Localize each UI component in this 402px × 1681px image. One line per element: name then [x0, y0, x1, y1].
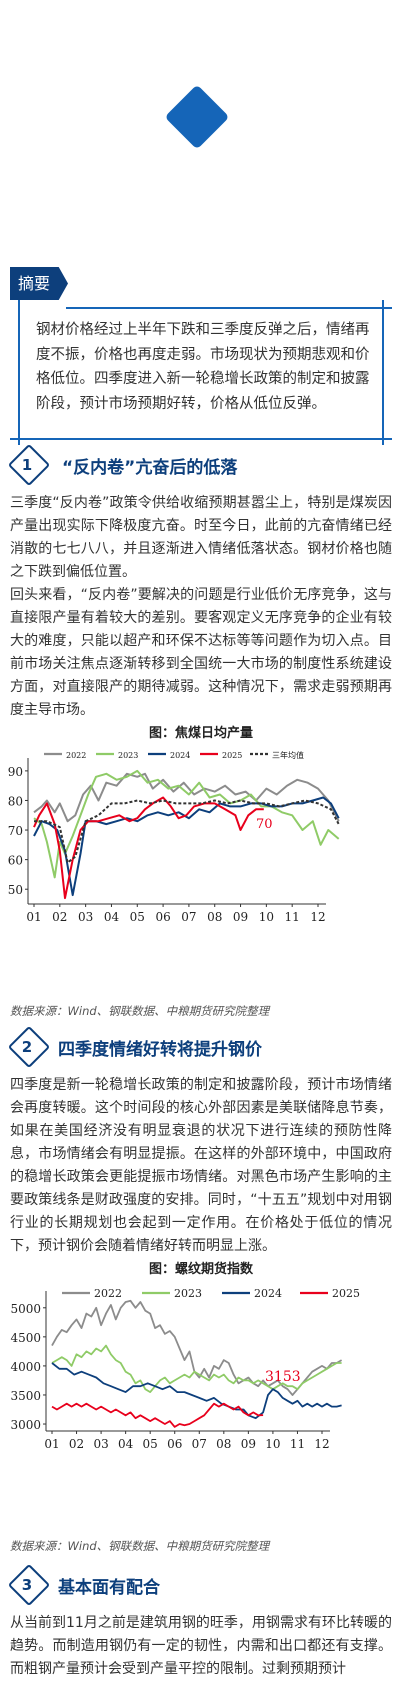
x-tick-label: 09 — [241, 1437, 256, 1451]
legend-label: 2024 — [254, 1287, 282, 1300]
x-tick-label: 03 — [78, 910, 93, 924]
coke-output-chart: 50 60 70 80 90 01 02 03 04 05 06 07 08 09 10 11 12 2022 20… — [8, 750, 340, 924]
chart-1-title: 图：焦煤日均产量 — [148, 726, 253, 741]
legend-label: 2025 — [222, 751, 242, 760]
section-1-paragraph-1: 三季度“反内卷”政策令供给收缩预期甚嚣尘上，特别是煤炭因产量出现实际下降极度亢奋… — [10, 495, 392, 580]
x-tick-label: 08 — [207, 910, 222, 924]
abstract-border-bottom — [10, 438, 392, 440]
y-tick-label: 4000 — [10, 1360, 41, 1374]
x-tick-label: 02 — [52, 910, 67, 924]
x-tick-label: 12 — [314, 1437, 329, 1451]
x-tick-label: 01 — [44, 1437, 59, 1451]
x-tick-label: 02 — [69, 1437, 84, 1451]
legend-label: 2025 — [332, 1287, 360, 1300]
abstract-border-left — [18, 300, 20, 445]
legend-label: 2024 — [170, 751, 190, 760]
y-tick-label: 60 — [8, 854, 23, 868]
chart-2-title: 图：螺纹期货指数 — [148, 1262, 253, 1277]
section-3-number: 3 — [21, 1576, 33, 1594]
x-tick-label: 06 — [167, 1437, 182, 1451]
legend-label: 2023 — [118, 751, 138, 760]
section-1-number: 1 — [21, 456, 33, 474]
y-tick-label: 70 — [8, 824, 23, 838]
x-tick-label: 07 — [192, 1437, 207, 1451]
x-tick-label: 10 — [259, 910, 274, 924]
series-line-2025 — [33, 796, 264, 900]
data-label-annotation: 70 — [256, 817, 273, 832]
x-tick-label: 04 — [104, 910, 120, 924]
section-2-paragraph-1: 四季度是新一轮稳增长政策的制定和披露阶段，预计市场情绪会再度转暖。这个时间段的核… — [10, 1077, 392, 1254]
legend-label: 2022 — [94, 1287, 122, 1300]
legend-label: 2023 — [174, 1287, 202, 1300]
series-line-2025 — [51, 1402, 264, 1428]
series-line-2022 — [51, 1299, 343, 1396]
abstract-text: 钢材价格经过上半年下跌和三季度反弹之后，情绪再度不振，价格也再度走弱。市场现状为… — [36, 322, 370, 412]
series-line-2024 — [33, 796, 340, 897]
y-tick-label: 50 — [8, 883, 23, 897]
y-tick-label: 80 — [8, 794, 23, 808]
abstract-border-top — [66, 307, 392, 309]
x-tick-label: 08 — [216, 1437, 231, 1451]
x-tick-label: 03 — [93, 1437, 108, 1451]
section-1-title: “反内卷”亢奋后的低落 — [62, 458, 238, 478]
section-1-paragraph-2: 回头来看，“反内卷”要解决的问题是行业低价无序竞争，这与直接限产量有着较大的差别… — [10, 587, 392, 718]
x-tick-label: 01 — [26, 910, 41, 924]
x-tick-label: 11 — [290, 1437, 305, 1451]
abstract-label: 摘要 — [10, 267, 68, 300]
data-label-annotation: 3153 — [265, 1369, 301, 1385]
x-tick-label: 07 — [181, 910, 196, 924]
y-tick-label: 5000 — [10, 1302, 41, 1316]
y-tick-label: 3500 — [10, 1389, 41, 1403]
chart-1-source: 数据来源：Wind、钢联数据、中粮期货研究院整理 — [10, 1004, 270, 1018]
chart-2-source: 数据来源：Wind、钢联数据、中粮期货研究院整理 — [10, 1539, 270, 1553]
y-tick-label: 4500 — [10, 1331, 41, 1345]
x-tick-label: 05 — [130, 910, 145, 924]
x-tick-label: 12 — [310, 910, 325, 924]
abstract-border-right — [382, 300, 384, 445]
section-3-title: 基本面有配合 — [58, 1578, 160, 1598]
series-line-2022 — [33, 772, 340, 823]
rebar-futures-chart: 3000 3500 4000 4500 5000 01 02 03 04 05 06 07 08 09 10… — [10, 1287, 360, 1451]
series-line-2023 — [33, 769, 340, 879]
section-3-paragraph-1: 从当前到11月之前是建筑用钢的旺季，用钢需求有环比转暖的趋势。而制造用钢仍有一定… — [10, 1615, 392, 1677]
x-tick-label: 11 — [285, 910, 300, 924]
y-tick-label: 90 — [8, 765, 23, 779]
series-line-2023 — [51, 1344, 342, 1393]
legend-label: 三年均值 — [272, 750, 304, 760]
x-tick-label: 04 — [118, 1437, 134, 1451]
section-2-title: 四季度情绪好转将提升钢价 — [58, 1040, 262, 1060]
x-tick-label: 10 — [265, 1437, 280, 1451]
series-line-2024 — [51, 1362, 342, 1420]
logo-diamond-icon — [164, 84, 230, 150]
x-tick-label: 05 — [143, 1437, 158, 1451]
y-tick-label: 3000 — [10, 1418, 41, 1432]
x-tick-label: 06 — [155, 910, 170, 924]
legend-label: 2022 — [66, 751, 86, 760]
x-tick-label: 09 — [233, 910, 248, 924]
section-2-number: 2 — [21, 1038, 33, 1056]
